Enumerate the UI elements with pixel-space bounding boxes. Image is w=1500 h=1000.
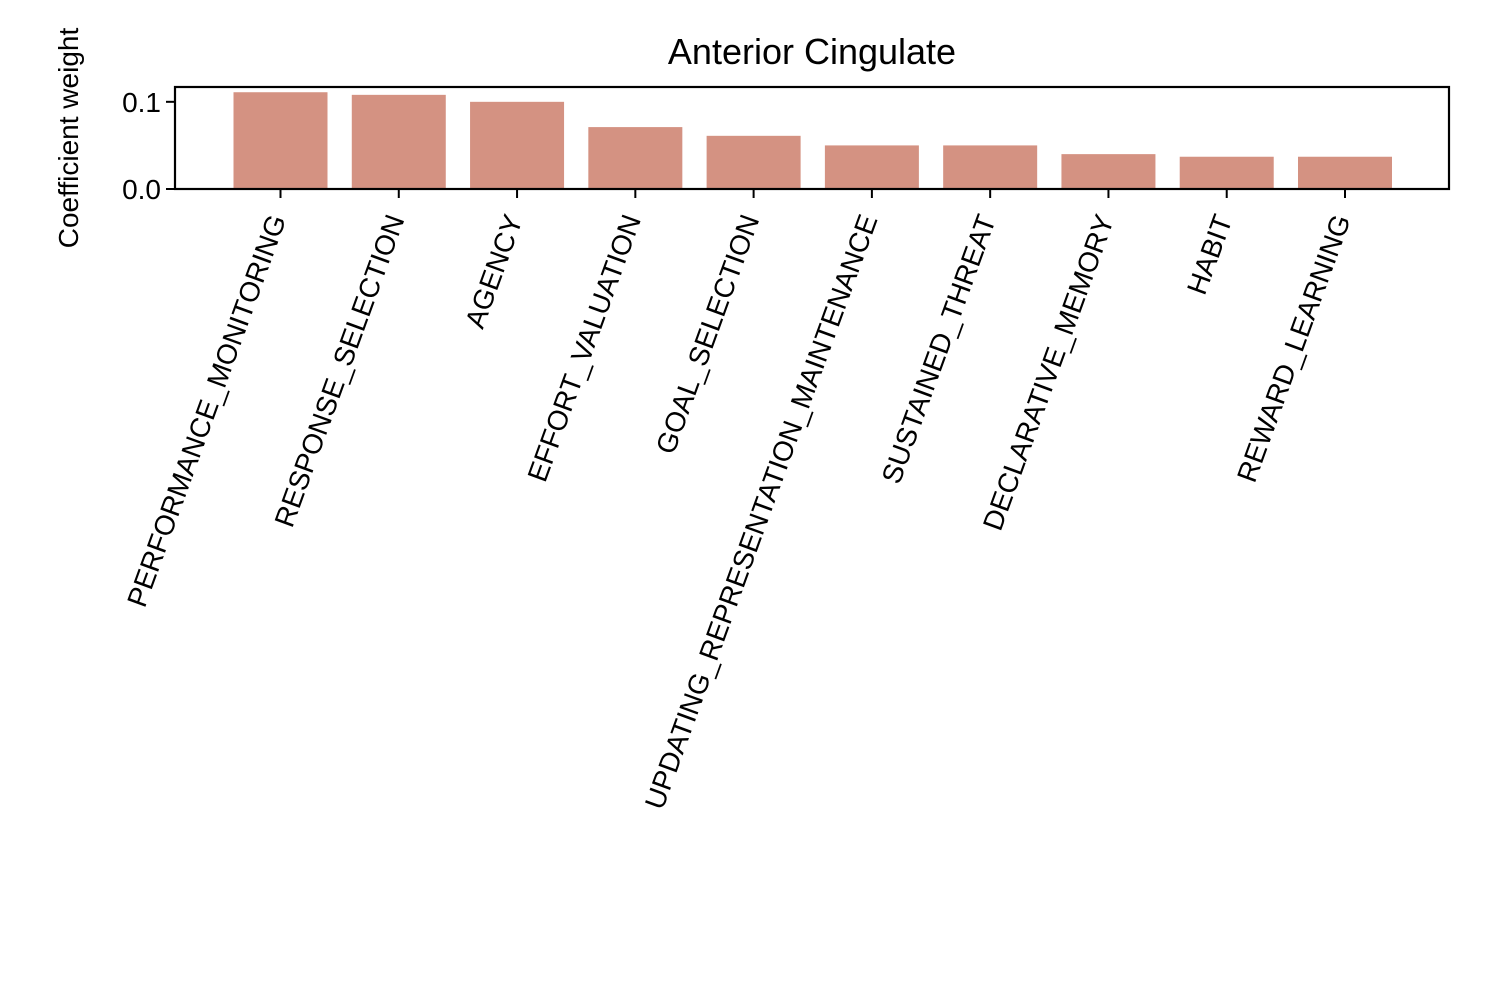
x-tick-label: EFFORT_VALUATION xyxy=(522,210,647,485)
x-ticks-group: PERFORMANCE_MONITORINGRESPONSE_SELECTION… xyxy=(121,189,1357,813)
bar-declarative-memory xyxy=(1061,154,1156,189)
x-tick-label: PERFORMANCE_MONITORING xyxy=(121,210,292,610)
x-tick-label: RESPONSE_SELECTION xyxy=(268,210,410,531)
bar-goal-selection xyxy=(706,135,801,189)
y-tick-label: 0.1 xyxy=(122,87,161,118)
bar-reward-learning xyxy=(1298,156,1392,189)
y-ticks-group: 0.0 0.1 xyxy=(122,87,175,205)
plot-frame xyxy=(173,85,1451,191)
x-tick-label: REWARD_LEARNING xyxy=(1231,210,1357,486)
bar-effort-valuation xyxy=(588,127,683,189)
bar-habit xyxy=(1179,156,1274,189)
x-tick-label: DECLARATIVE_MEMORY xyxy=(977,210,1120,534)
bar-response-selection xyxy=(351,94,446,189)
y-axis-label: Coefficient weight xyxy=(53,28,84,249)
x-tick-label: GOAL_SELECTION xyxy=(650,210,765,457)
bar-performance-monitoring xyxy=(233,92,328,189)
x-tick-label: HABIT xyxy=(1181,210,1238,298)
x-tick-label: AGENCY xyxy=(459,210,529,332)
bar-updating-representation-maintenance xyxy=(824,145,919,189)
x-tick-label: UPDATING_REPRESENTATION_MAINTENANCE xyxy=(639,210,884,813)
x-tick-label: SUSTAINED_THREAT xyxy=(876,210,1002,487)
chart-title: Anterior Cingulate xyxy=(668,31,956,72)
bars-group xyxy=(233,92,1392,189)
y-tick-label: 0.0 xyxy=(122,174,161,205)
bar-agency xyxy=(470,101,565,189)
bar-sustained-threat xyxy=(943,145,1038,189)
